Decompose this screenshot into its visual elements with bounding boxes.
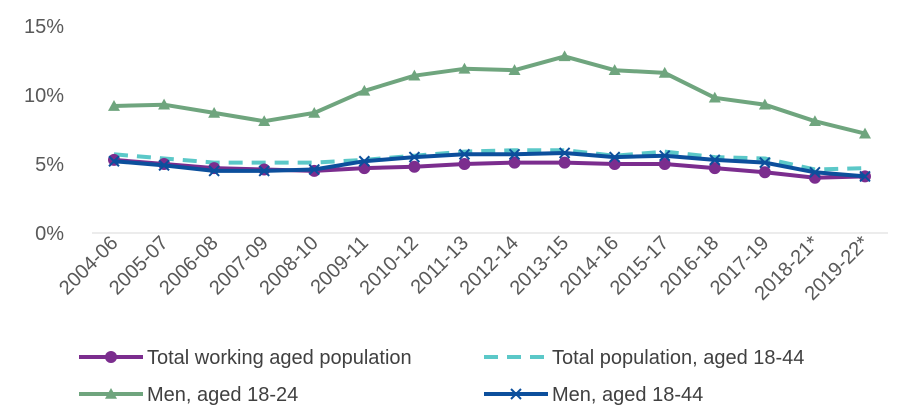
legend-item: Total population, aged 18-44: [484, 347, 804, 369]
plot-area: [108, 50, 871, 184]
data-point: [258, 165, 270, 177]
data-point: [208, 106, 221, 118]
data-point: [859, 170, 871, 183]
data-point: [709, 154, 721, 166]
data-point: [508, 64, 521, 75]
data-point: [658, 66, 671, 78]
data-point: [358, 155, 371, 167]
data-point: [558, 156, 571, 169]
data-point: [458, 148, 471, 161]
data-point: [758, 98, 771, 110]
data-point: [258, 115, 271, 127]
data-point: [158, 159, 170, 172]
legend-item: Total working aged population: [79, 347, 412, 369]
y-tick-label: 5%: [35, 154, 64, 176]
legend-label: Men, aged 18-24: [147, 384, 298, 406]
series-4: [108, 147, 871, 183]
series-line: [113, 157, 866, 180]
legend-item: Men, aged 18-44: [484, 384, 703, 406]
series-2: [113, 148, 866, 172]
data-point: [408, 151, 421, 163]
legend-label: Total population, aged 18-44: [552, 347, 804, 369]
data-point: [458, 158, 471, 170]
data-point: [558, 50, 571, 62]
data-point: [308, 106, 321, 118]
data-point: [859, 127, 871, 139]
data-point: [158, 98, 171, 110]
series-line: [113, 148, 866, 172]
data-point: [408, 160, 421, 173]
data-point: [608, 64, 621, 75]
series-3: [108, 50, 871, 139]
data-point: [808, 115, 821, 127]
data-point: [208, 165, 220, 177]
series-line: [113, 54, 866, 136]
legend-item: Men, aged 18-24: [79, 384, 298, 406]
series-line: [113, 151, 866, 179]
data-point: [708, 162, 721, 175]
legend: Total working aged population Total popul…: [79, 347, 804, 406]
data-point: [508, 156, 521, 169]
data-point: [105, 351, 117, 363]
legend-label: Men, aged 18-44: [552, 384, 703, 406]
data-point: [308, 163, 320, 176]
data-point: [108, 155, 120, 167]
data-point: [758, 166, 771, 179]
data-point: [608, 151, 621, 163]
y-tick-label: 15%: [24, 16, 64, 38]
data-point: [608, 158, 621, 170]
data-point: [358, 84, 371, 96]
data-point: [510, 388, 522, 400]
data-point: [108, 100, 120, 111]
data-point: [809, 166, 821, 178]
data-point: [659, 150, 671, 162]
y-axis: 0% 5% 10% 15%: [24, 16, 64, 245]
legend-label: Total working aged population: [147, 347, 412, 369]
y-tick-label: 0%: [35, 223, 64, 245]
x-axis: 2004-062005-072006-082007-092008-102009-…: [55, 232, 888, 305]
data-point: [508, 148, 521, 161]
data-point: [358, 162, 371, 175]
data-point: [458, 62, 471, 74]
y-tick-label: 10%: [24, 85, 64, 107]
data-point: [759, 156, 771, 169]
data-point: [105, 388, 117, 399]
data-point: [558, 147, 571, 159]
data-point: [658, 158, 671, 170]
data-point: [408, 69, 421, 81]
data-point: [708, 91, 721, 103]
